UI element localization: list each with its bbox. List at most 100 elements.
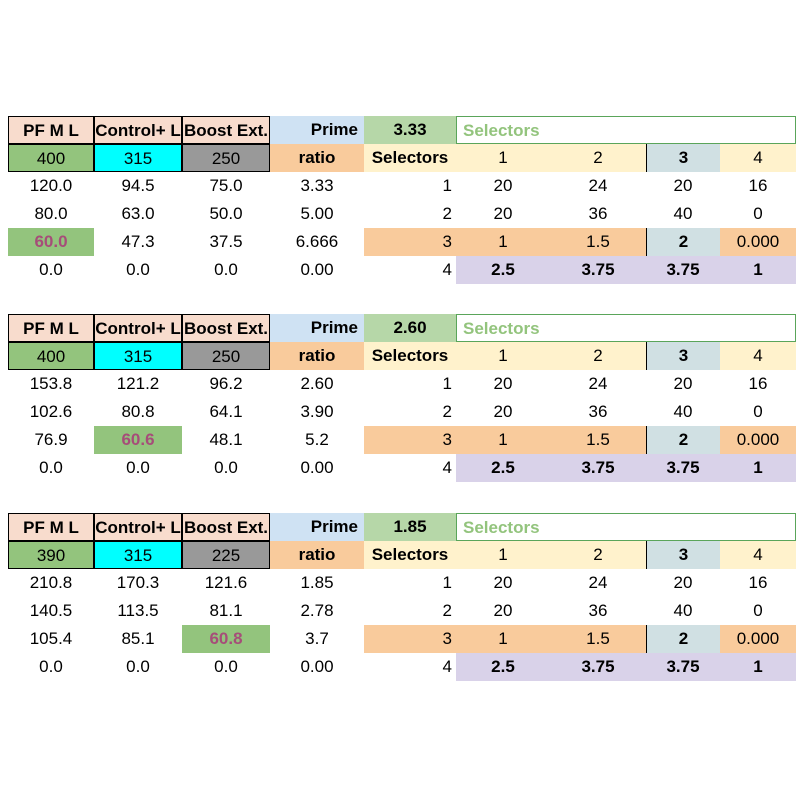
cell-selector-1[interactable]: 20 — [493, 402, 513, 421]
cell-row-number[interactable]: 2 — [442, 601, 452, 620]
cell-selector-1[interactable]: 2.5 — [456, 454, 550, 482]
cell-selector-2[interactable]: 24 — [588, 573, 608, 592]
header-prime[interactable]: Prime — [270, 116, 364, 144]
selector-header-2[interactable]: 2 — [550, 144, 646, 172]
pfml-input[interactable]: 400 — [8, 144, 94, 172]
cell-selector-3[interactable]: 2 — [646, 426, 720, 454]
cell-ratio[interactable]: 5.2 — [305, 430, 329, 449]
cell-ratio[interactable]: 3.90 — [300, 402, 334, 421]
cell-selector-4[interactable]: 0.000 — [720, 426, 796, 454]
header-prime[interactable]: Prime — [270, 513, 364, 541]
cell-selector-4[interactable]: 0.000 — [720, 625, 796, 653]
cell-row-number[interactable]: 2 — [442, 402, 452, 421]
header-control[interactable]: Control+ L — [94, 314, 182, 342]
boost-input[interactable]: 250 — [182, 144, 270, 172]
cell-pfml[interactable]: 76.9 — [34, 430, 68, 449]
cell-selector-3[interactable]: 3.75 — [646, 454, 720, 482]
header-boost[interactable]: Boost Ext. — [182, 116, 270, 144]
cell-ratio[interactable]: 5.00 — [300, 204, 334, 223]
cell-boost[interactable]: 121.6 — [204, 573, 248, 592]
selectors-title[interactable]: Selectors — [456, 513, 796, 541]
cell-selector-2[interactable]: 3.75 — [550, 256, 646, 284]
control-input[interactable]: 315 — [94, 342, 182, 370]
selector-header-1[interactable]: 1 — [456, 144, 550, 172]
cell-ratio[interactable]: 3.33 — [300, 176, 334, 195]
cell-selector-3[interactable]: 40 — [673, 402, 693, 421]
cell-row-number[interactable]: 2 — [442, 204, 452, 223]
selector-header-3[interactable]: 3 — [646, 144, 720, 172]
ratio-label[interactable]: ratio — [270, 541, 364, 569]
cell-boost[interactable]: 64.1 — [209, 402, 243, 421]
cell-boost[interactable]: 50.0 — [209, 204, 243, 223]
header-boost[interactable]: Boost Ext. — [182, 513, 270, 541]
cell-boost[interactable]: 96.2 — [209, 374, 243, 393]
cell-selector-2[interactable]: 24 — [588, 176, 608, 195]
cell-row-number[interactable]: 3 — [364, 426, 456, 454]
cell-pfml[interactable]: 105.4 — [29, 629, 73, 648]
ratio-label[interactable]: ratio — [270, 342, 364, 370]
cell-pfml[interactable]: 210.8 — [29, 573, 73, 592]
cell-row-number[interactable]: 4 — [442, 657, 452, 676]
cell-boost[interactable]: 81.1 — [209, 601, 243, 620]
header-boost[interactable]: Boost Ext. — [182, 314, 270, 342]
cell-boost-highlighted[interactable]: 60.8 — [182, 625, 270, 653]
cell-selector-1[interactable]: 1 — [456, 228, 550, 256]
cell-control[interactable]: 0.0 — [126, 260, 150, 279]
cell-selector-1[interactable]: 1 — [456, 426, 550, 454]
pfml-input[interactable]: 400 — [8, 342, 94, 370]
cell-pfml-highlighted[interactable]: 60.0 — [8, 228, 94, 256]
cell-selector-1[interactable]: 2.5 — [456, 256, 550, 284]
cell-selector-1[interactable]: 20 — [493, 601, 513, 620]
cell-selector-4[interactable]: 0 — [753, 402, 763, 421]
cell-selector-2[interactable]: 24 — [588, 374, 608, 393]
selectors-title[interactable]: Selectors — [456, 314, 796, 342]
cell-boost[interactable]: 0.0 — [214, 260, 238, 279]
selector-header-3[interactable]: 3 — [646, 342, 720, 370]
header-pfml[interactable]: PF M L — [8, 116, 94, 144]
cell-ratio[interactable]: 0.00 — [300, 458, 334, 477]
cell-control[interactable]: 0.0 — [126, 458, 150, 477]
cell-selector-2[interactable]: 3.75 — [550, 454, 646, 482]
selector-header-1[interactable]: 1 — [456, 342, 550, 370]
cell-control[interactable]: 94.5 — [121, 176, 155, 195]
cell-selector-3[interactable]: 40 — [673, 204, 693, 223]
header-pfml[interactable]: PF M L — [8, 314, 94, 342]
control-input[interactable]: 315 — [94, 144, 182, 172]
header-control[interactable]: Control+ L — [94, 513, 182, 541]
cell-boost[interactable]: 0.0 — [214, 458, 238, 477]
cell-selector-4[interactable]: 1 — [720, 653, 796, 681]
cell-boost[interactable]: 37.5 — [209, 232, 243, 251]
cell-control[interactable]: 80.8 — [121, 402, 155, 421]
cell-ratio[interactable]: 2.60 — [300, 374, 334, 393]
cell-selector-1[interactable]: 2.5 — [456, 653, 550, 681]
cell-selector-3[interactable]: 20 — [673, 573, 693, 592]
selectors-label[interactable]: Selectors — [364, 144, 456, 172]
cell-row-number[interactable]: 4 — [442, 260, 452, 279]
cell-pfml[interactable]: 102.6 — [29, 402, 73, 421]
selectors-title[interactable]: Selectors — [456, 116, 796, 144]
cell-row-number[interactable]: 1 — [442, 573, 452, 592]
prime-value[interactable]: 2.60 — [364, 314, 456, 342]
cell-selector-4[interactable]: 0 — [753, 204, 763, 223]
cell-selector-4[interactable]: 16 — [748, 573, 768, 592]
cell-selector-3[interactable]: 40 — [673, 601, 693, 620]
header-prime[interactable]: Prime — [270, 314, 364, 342]
cell-selector-3[interactable]: 20 — [673, 374, 693, 393]
cell-control[interactable]: 85.1 — [121, 629, 155, 648]
cell-boost[interactable]: 75.0 — [209, 176, 243, 195]
cell-pfml[interactable]: 0.0 — [39, 260, 63, 279]
cell-control[interactable]: 121.2 — [116, 374, 160, 393]
cell-selector-2[interactable]: 36 — [588, 402, 608, 421]
cell-row-number[interactable]: 3 — [364, 625, 456, 653]
cell-control[interactable]: 63.0 — [121, 204, 155, 223]
boost-input[interactable]: 250 — [182, 342, 270, 370]
header-control[interactable]: Control+ L — [94, 116, 182, 144]
cell-selector-3[interactable]: 3.75 — [646, 256, 720, 284]
cell-pfml[interactable]: 80.0 — [34, 204, 68, 223]
cell-boost[interactable]: 0.0 — [214, 657, 238, 676]
cell-control-highlighted[interactable]: 60.6 — [94, 426, 182, 454]
cell-control[interactable]: 47.3 — [121, 232, 155, 251]
cell-selector-4[interactable]: 16 — [748, 176, 768, 195]
cell-selector-2[interactable]: 36 — [588, 601, 608, 620]
selector-header-4[interactable]: 4 — [720, 342, 796, 370]
